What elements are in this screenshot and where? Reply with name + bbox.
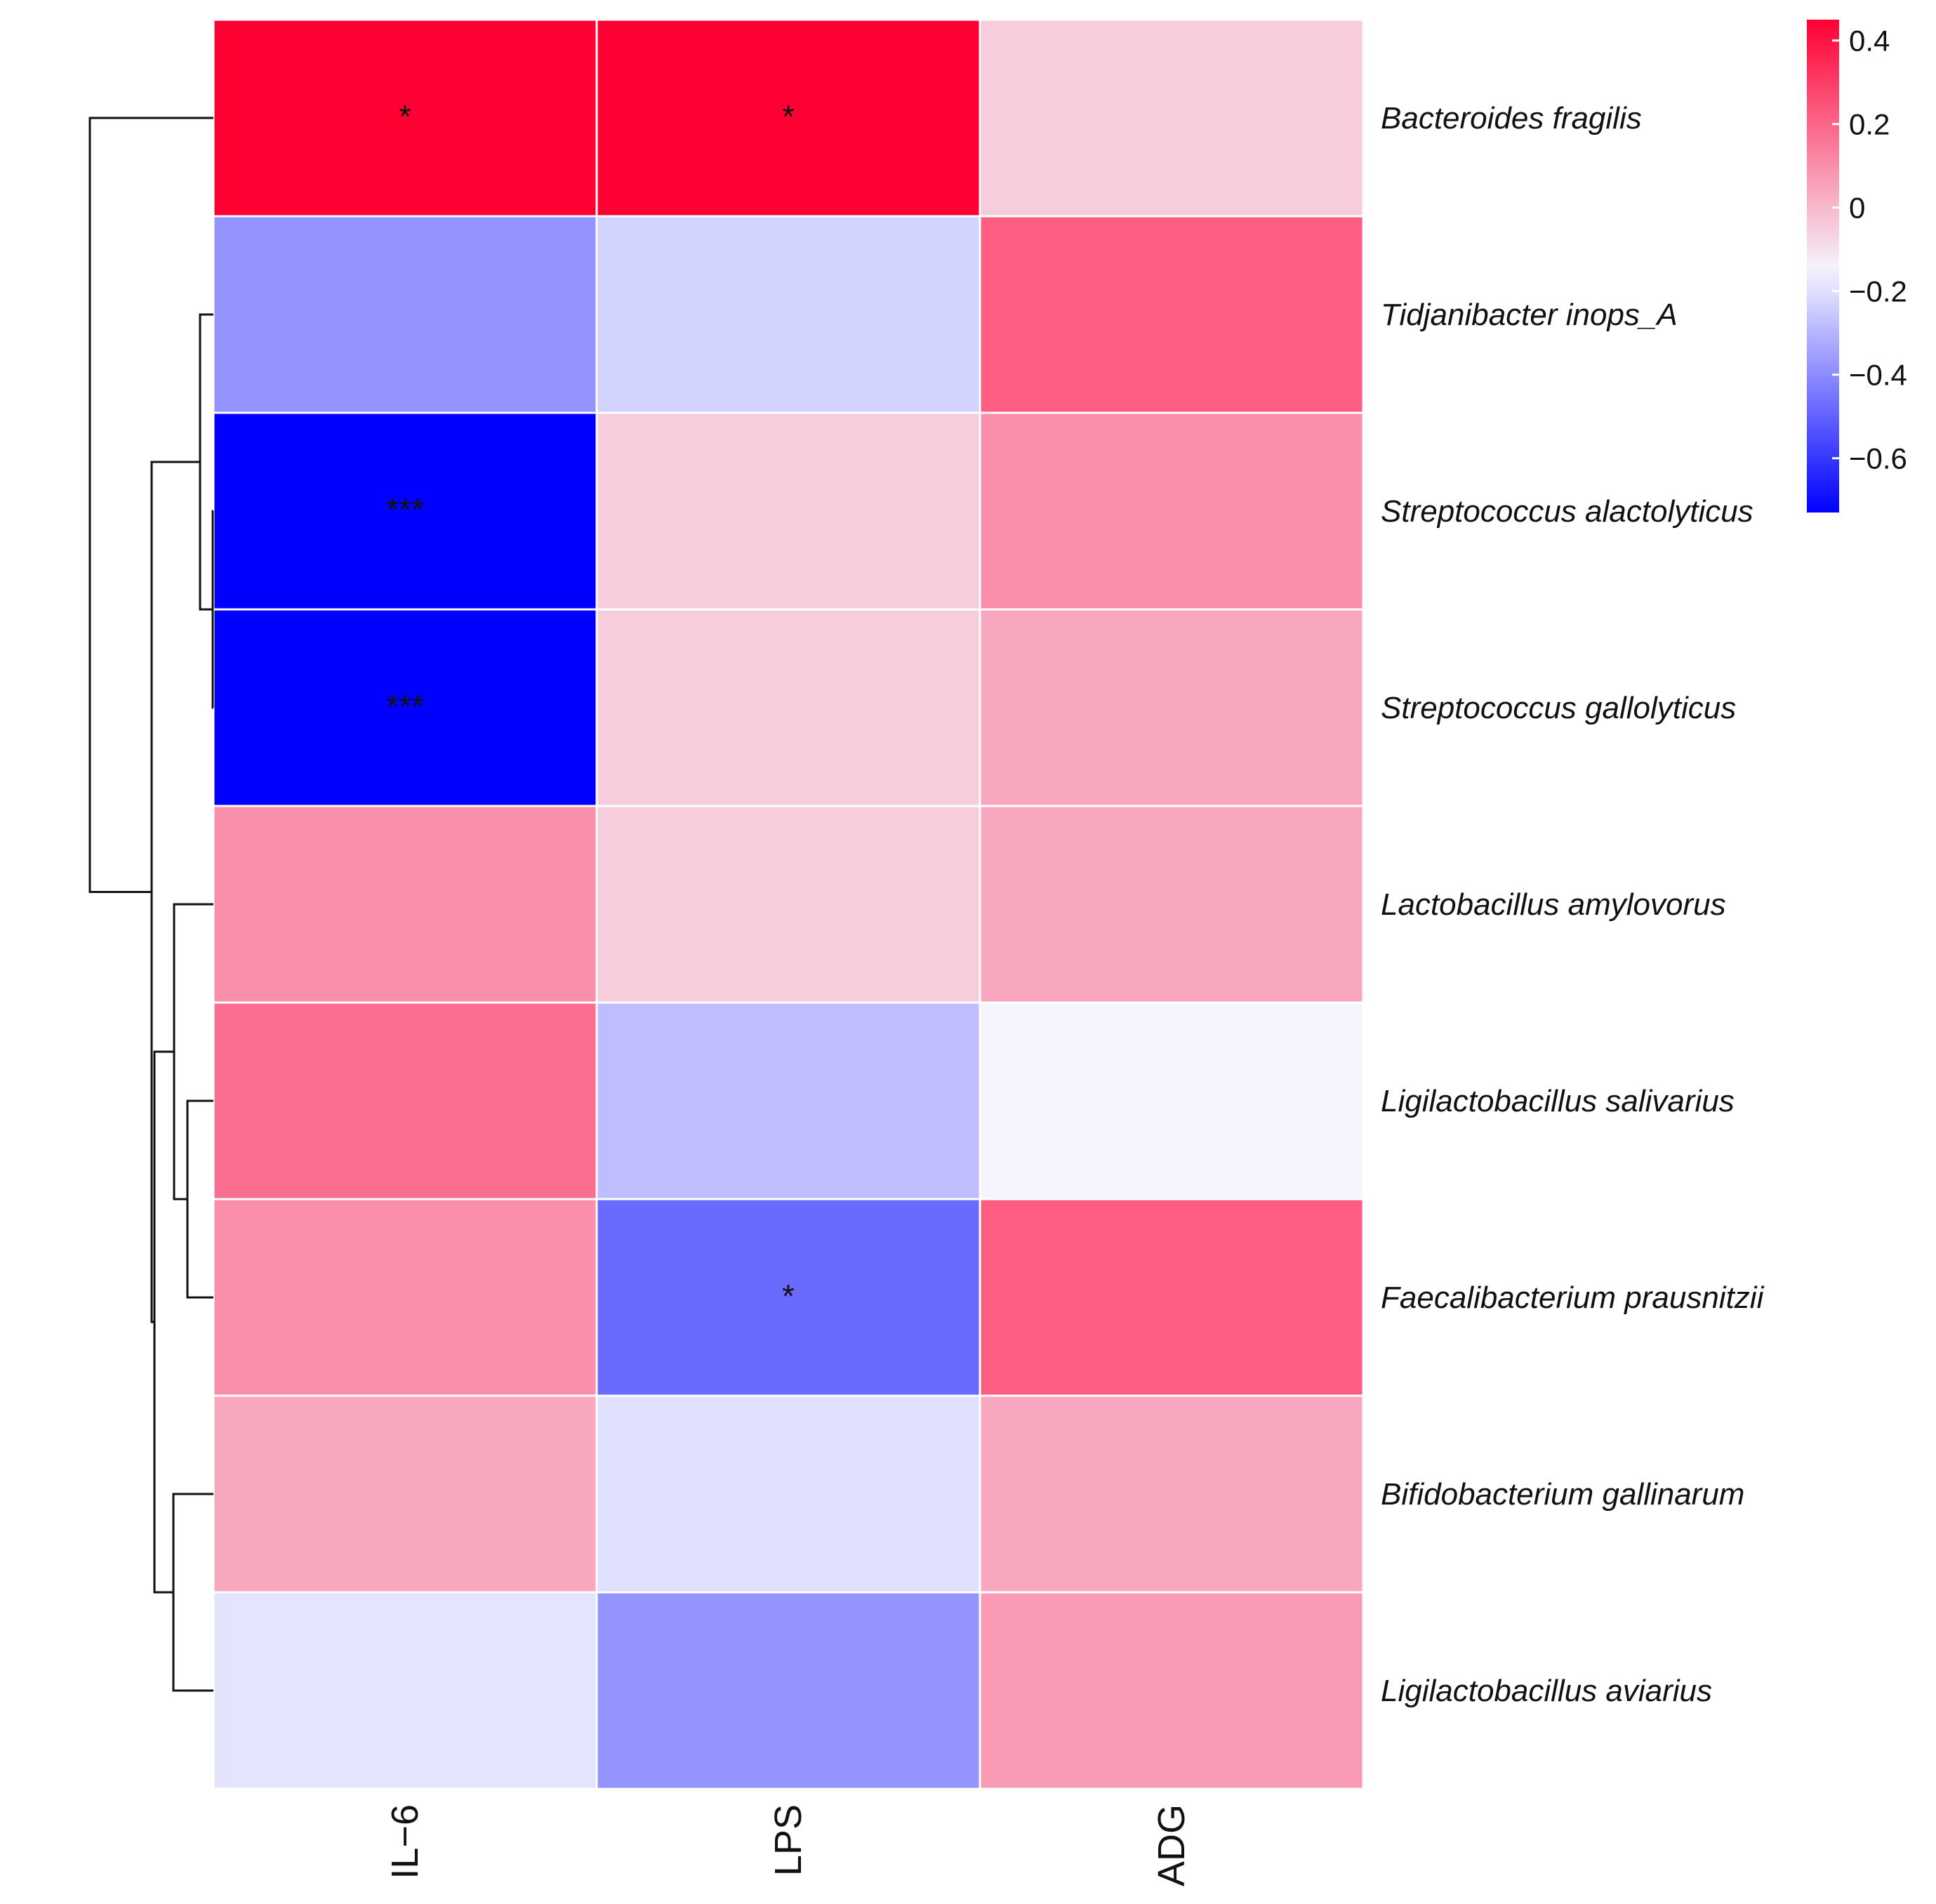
heatmap-cell-ligilactobacillus-salivarius-adg — [979, 1001, 1365, 1201]
significance-mark: *** — [386, 688, 424, 725]
heatmap-cell-ligilactobacillus-aviarius-adg — [979, 1591, 1365, 1790]
significance-mark: *** — [386, 491, 424, 528]
heatmap-cell-bacteroides-fragilis-lps — [595, 18, 981, 218]
heatmap-cells — [212, 18, 1365, 1790]
legend-tick-label: 0.4 — [1849, 25, 1890, 58]
significance-marks: * ******** — [386, 98, 795, 1314]
dendrogram-branch — [173, 903, 213, 1201]
column-label-il-6: IL−6 — [384, 1804, 426, 1879]
heatmap-cell-ligilactobacillus-aviarius-lps — [595, 1591, 981, 1790]
heatmap-cell-ligilactobacillus-salivarius-lps — [595, 1001, 981, 1201]
heatmap-cell-streptococcus-gallolyticus-lps — [595, 608, 981, 807]
row-label-ligilactobacillus-aviarius: Ligilactobacillus aviarius — [1381, 1674, 1712, 1708]
legend-tick-label: 0 — [1849, 192, 1865, 225]
legend-tick-label: −0.4 — [1849, 359, 1907, 392]
heatmap-cell-streptococcus-alactolyticus-adg — [979, 411, 1365, 611]
dendrogram-branch — [199, 313, 213, 611]
heatmap-cell-bifidobacterium-gallinarum-il-6 — [212, 1394, 598, 1594]
row-label-lactobacillus-amylovorus: Lactobacillus amylovorus — [1381, 887, 1726, 922]
dendrogram-branch — [88, 117, 213, 893]
row-label-streptococcus-gallolyticus: Streptococcus gallolyticus — [1381, 691, 1736, 725]
heatmap-cell-faecalibacterium-prausnitzii-lps — [595, 1198, 981, 1397]
heatmap-cell-lactobacillus-amylovorus-adg — [979, 805, 1365, 1004]
dendrogram-branch — [172, 1493, 213, 1692]
heatmap-cell-streptococcus-gallolyticus-il-6 — [212, 608, 598, 807]
color-legend: 0.4 0.2 0 −0.2 −0.4 −0.6 — [1807, 20, 1907, 513]
heatmap-cell-streptococcus-gallolyticus-adg — [979, 608, 1365, 807]
heatmap-cell-bifidobacterium-gallinarum-lps — [595, 1394, 981, 1594]
row-label-streptococcus-alactolyticus: Streptococcus alactolyticus — [1381, 494, 1753, 529]
significance-mark: * — [782, 1278, 795, 1314]
heatmap-cell-faecalibacterium-prausnitzii-adg — [979, 1198, 1365, 1397]
row-label-tidjanibacter-inops-a: Tidjanibacter inops_A — [1381, 298, 1678, 332]
significance-mark: * — [782, 98, 795, 135]
heatmap-cell-ligilactobacillus-salivarius-il-6 — [212, 1001, 598, 1201]
legend-tick-label: −0.6 — [1849, 442, 1907, 475]
row-label-faecalibacterium-prausnitzii: Faecalibacterium prausnitzii — [1381, 1281, 1765, 1315]
column-labels: IL−6 LPS ADG — [384, 1804, 1193, 1886]
dendrogram-branch — [150, 461, 200, 1323]
dendrogram-branch — [186, 1099, 213, 1299]
row-labels: Bacteroides fragilis Tidjanibacter inops_… — [1381, 101, 1765, 1708]
heatmap-cell-bacteroides-fragilis-adg — [979, 18, 1365, 218]
heatmap-cell-bacteroides-fragilis-il-6 — [212, 18, 598, 218]
legend-colorbar — [1807, 20, 1839, 513]
column-label-adg: ADG — [1151, 1804, 1193, 1886]
heatmap-cell-streptococcus-alactolyticus-lps — [595, 411, 981, 611]
column-label-lps: LPS — [767, 1804, 809, 1876]
heatmap-cell-ligilactobacillus-aviarius-il-6 — [212, 1591, 598, 1790]
heatmap-cell-tidjanibacter-inops-a-lps — [595, 215, 981, 414]
legend-tick-label: −0.2 — [1849, 275, 1907, 308]
row-label-bifidobacterium-gallinarum: Bifidobacterium gallinarum — [1381, 1477, 1744, 1512]
heatmap-cell-tidjanibacter-inops-a-adg — [979, 215, 1365, 414]
heatmap-cell-lactobacillus-amylovorus-il-6 — [212, 805, 598, 1004]
row-label-bacteroides-fragilis: Bacteroides fragilis — [1381, 101, 1642, 135]
row-dendrogram — [88, 117, 214, 1692]
heatmap-cell-tidjanibacter-inops-a-il-6 — [212, 215, 598, 414]
row-label-ligilactobacillus-salivarius: Ligilactobacillus salivarius — [1381, 1084, 1735, 1118]
legend-tick-label: 0.2 — [1849, 108, 1890, 141]
significance-mark: * — [399, 98, 411, 135]
heatmap-cell-streptococcus-alactolyticus-il-6 — [212, 411, 598, 611]
heatmap-cell-bifidobacterium-gallinarum-adg — [979, 1394, 1365, 1594]
dendrogram-branch — [153, 1050, 174, 1594]
heatmap-cell-faecalibacterium-prausnitzii-il-6 — [212, 1198, 598, 1397]
heatmap-cell-lactobacillus-amylovorus-lps — [595, 805, 981, 1004]
